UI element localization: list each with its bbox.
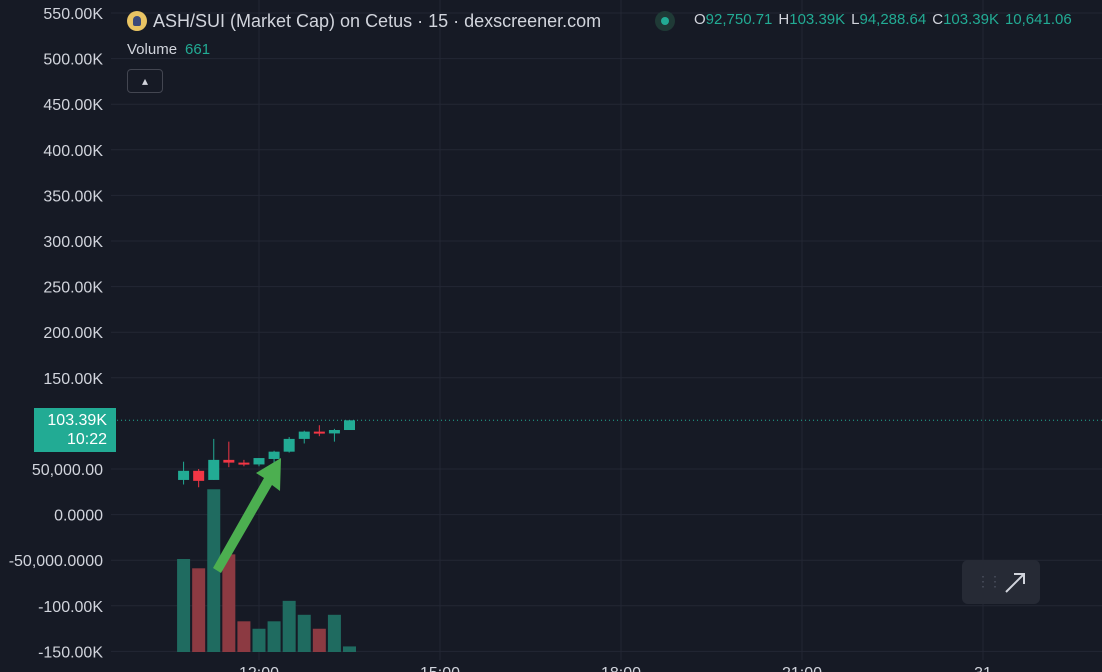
ohlc-high-key: H	[778, 11, 790, 28]
volume-bar	[192, 568, 206, 652]
ohlc-close-value: 103.39K	[943, 11, 999, 28]
candle-body	[313, 431, 325, 434]
candles	[178, 420, 355, 488]
volume-bar	[222, 554, 236, 652]
candle-body	[178, 470, 190, 480]
coin-logo-icon	[127, 11, 147, 31]
y-tick-label: 500.00K	[43, 52, 103, 69]
x-tick-label: 21:00	[782, 665, 822, 672]
ohlc-low-value: 94,288.64	[859, 11, 927, 28]
volume-bar	[297, 614, 311, 652]
candle-body	[344, 420, 355, 431]
y-tick-label: 350.00K	[43, 188, 103, 205]
volume-bar	[327, 614, 341, 652]
x-tick-label: 31	[974, 665, 992, 672]
annotation-arrow-shape	[213, 458, 281, 573]
chart-grid	[111, 0, 1102, 660]
volume-bar	[312, 628, 326, 652]
y-tick-label: -100.00K	[38, 599, 103, 616]
volume-bar	[237, 621, 251, 652]
x-tick-label: 12:00	[239, 665, 279, 672]
volume-label: Volume	[127, 41, 178, 58]
volume-bar	[282, 600, 296, 652]
volume-bar	[267, 621, 281, 652]
price-axis[interactable]: 550.00K 500.00K 450.00K 400.00K 350.00K 300.0…	[9, 6, 104, 661]
candle-body	[208, 459, 220, 480]
volume-bar	[207, 489, 221, 652]
floating-toolbar[interactable]: ⋮⋮	[962, 560, 1040, 604]
y-tick-label: 550.00K	[43, 6, 103, 23]
x-tick-label: 18:00	[601, 665, 641, 672]
annotation-arrow[interactable]	[213, 458, 281, 573]
candle-body	[223, 459, 235, 463]
ohlc-values: O92,750.71 H103.39K L94,288.64 C103.39K …	[694, 11, 1072, 28]
volume-bar	[252, 628, 266, 652]
y-tick-label: -150.00K	[38, 644, 103, 661]
last-price-label: 103.39K	[47, 412, 107, 429]
y-tick-label: 50,000.00	[32, 462, 103, 479]
ohlc-high-value: 103.39K	[789, 11, 846, 28]
y-tick-label: -50,000.0000	[9, 553, 103, 570]
y-tick-label: 250.00K	[43, 280, 103, 297]
chart-title: ASH/SUI (Market Cap) on Cetus · 15 · dex…	[153, 10, 602, 31]
last-price-badge: 103.39K 10:22	[34, 408, 116, 452]
y-tick-label: 0.0000	[54, 508, 103, 525]
candle-body	[328, 430, 340, 434]
ohlc-close-key: C	[932, 11, 944, 28]
volume-bar	[343, 646, 356, 652]
ohlc-change-value: 10,641.06	[1004, 11, 1072, 28]
x-tick-label: 15:00	[420, 665, 460, 672]
ohlc-open-value: 92,750.71	[705, 11, 773, 28]
candle-body	[193, 470, 205, 481]
chevron-up-icon: ▴	[141, 74, 149, 88]
candle-body	[253, 458, 265, 465]
y-tick-label: 450.00K	[43, 97, 103, 114]
market-status-icon[interactable]	[655, 11, 675, 31]
time-axis[interactable]: 12:00 15:00 18:00 21:00 31	[239, 665, 992, 672]
ohlc-low-key: L	[851, 11, 860, 28]
volume-value: 661	[185, 41, 211, 58]
y-tick-label: 150.00K	[43, 371, 103, 388]
arrow-tool-icon[interactable]	[1000, 566, 1032, 598]
volume-bars	[177, 489, 356, 652]
collapse-legend-button[interactable]: ▴	[127, 69, 163, 93]
chart-legend: ASH/SUI (Market Cap) on Cetus · 15 · dex…	[127, 8, 601, 34]
bar-countdown: 10:22	[66, 431, 107, 448]
candle-body	[298, 431, 310, 439]
y-tick-label: 400.00K	[43, 143, 103, 160]
volume-bar	[177, 559, 191, 652]
ohlc-open-key: O	[694, 11, 706, 28]
drag-handle-icon[interactable]: ⋮⋮	[976, 573, 1002, 589]
candle-body	[238, 462, 250, 465]
candle-body	[268, 451, 280, 459]
volume-legend: Volume 661	[127, 41, 210, 58]
y-tick-label: 300.00K	[43, 234, 103, 251]
y-tick-label: 200.00K	[43, 325, 103, 342]
candle-body	[283, 438, 295, 452]
